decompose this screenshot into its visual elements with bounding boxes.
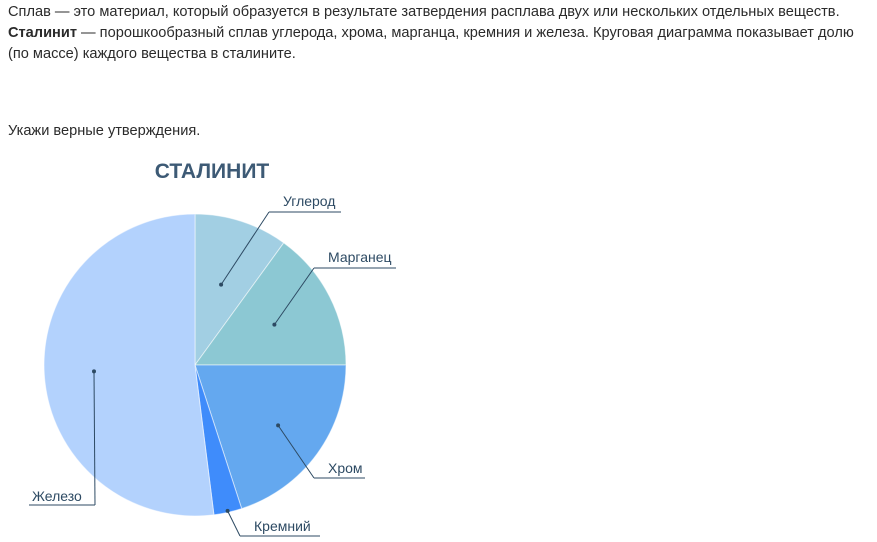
label-leader-line (227, 510, 241, 537)
slice-label: Железо (32, 488, 82, 504)
intro-term: Сталинит (8, 25, 77, 41)
pie-labels: Углерод Марганец Хром Кремний Железо (29, 193, 396, 537)
pie-chart: СТАЛИНИТ Углерод Марганец Хром Кремний Желез… (29, 160, 396, 537)
chart-title: СТАЛИНИТ (155, 160, 270, 183)
intro-text-2: — порошкообразный сплав углерода, хрома,… (8, 25, 854, 62)
slice-label: Марганец (328, 249, 392, 265)
slice-label: Кремний (254, 518, 311, 534)
intro-text-1: Сплав — это материал, который образуется… (8, 4, 840, 20)
pie-slice (43, 213, 215, 517)
pie-slice (194, 242, 347, 366)
label-leader-line (93, 371, 96, 506)
pie-slice (194, 213, 285, 367)
label-leader-line (220, 211, 270, 285)
slice-label: Хром (328, 460, 363, 476)
pie-slice (194, 364, 347, 510)
slice-label: Углерод (283, 193, 335, 209)
task-description: Сплав — это материал, который образуется… (8, 2, 874, 65)
instruction-text: Укажи верные утверждения. (8, 123, 201, 139)
label-leader-line (277, 425, 315, 479)
pie-slices (43, 213, 347, 517)
label-leader-line (273, 267, 315, 325)
